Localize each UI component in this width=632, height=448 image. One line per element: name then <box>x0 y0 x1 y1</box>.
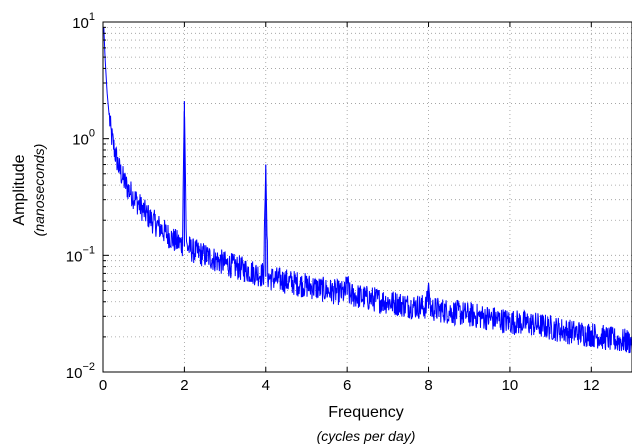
y-tick-label: 10−1 <box>66 244 95 265</box>
y-axis-title: Amplitude <box>11 154 28 225</box>
x-tick-label: 10 <box>502 377 519 394</box>
x-axis-subtitle: (cycles per day) <box>317 428 416 444</box>
y-tick-label: 10−2 <box>66 361 95 382</box>
y-axis-subtitle: (nanoseconds) <box>31 144 47 237</box>
x-tick-label: 8 <box>424 377 432 394</box>
y-tick-label: 101 <box>72 11 95 32</box>
x-tick-label: 12 <box>583 377 600 394</box>
y-tick-label: 100 <box>72 128 95 149</box>
x-tick-label: 0 <box>99 377 107 394</box>
series-line <box>103 27 632 354</box>
ticks <box>102 21 592 373</box>
tick-labels: 0 2 4 6 8 10 12 10−2 10−1 100 101 <box>66 11 600 394</box>
x-tick-label: 2 <box>180 377 188 394</box>
x-tick-label: 6 <box>343 377 351 394</box>
x-tick-label: 4 <box>262 377 270 394</box>
x-axis-title: Frequency <box>328 404 404 421</box>
series-group <box>103 27 632 354</box>
grid <box>103 22 632 372</box>
plot-frame <box>102 21 632 373</box>
